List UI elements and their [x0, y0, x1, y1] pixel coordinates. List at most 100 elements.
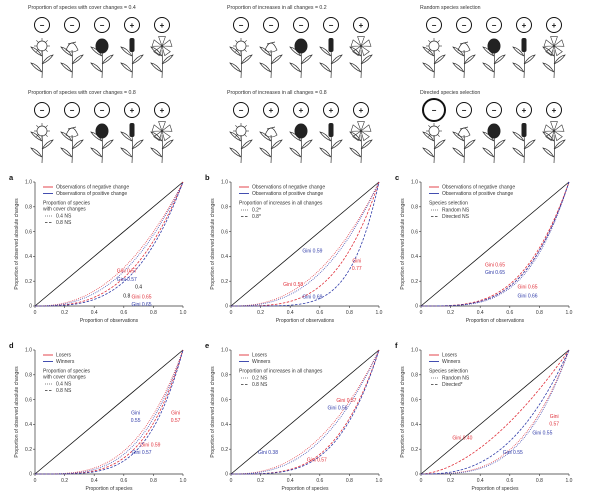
equality-line — [420, 349, 570, 475]
y-tick-label: 0.4 — [221, 422, 228, 428]
y-tick-label: 0.2 — [411, 279, 418, 285]
x-tick-label: 0 — [420, 478, 423, 484]
x-tick-label: 0.6 — [316, 310, 323, 316]
y-tick-label: 0 — [415, 472, 418, 478]
legend-subtitle: Proportion of increases in all changes — [239, 369, 323, 375]
y-axis-label: Proportion of observed absolute changes — [400, 366, 406, 458]
panel-a: a 0 0.2 0.4 0.6 0.8 1.0 0 0.2 0.4 0.6 0.8 1.0 Proport… — [9, 173, 187, 324]
sign-circle — [293, 17, 309, 33]
x-tick-label: 0 — [34, 478, 37, 484]
x-tick-label: 0.4 — [287, 478, 294, 484]
legend-entry: Observations of positive change — [56, 191, 127, 197]
y-axis-label: Proportion of observed absolute changes — [210, 198, 216, 290]
gini-annotation: Gini 0.57 — [307, 458, 327, 464]
sign-circle — [486, 102, 502, 118]
x-axis-label: Proportion of observations — [276, 318, 335, 324]
sign-symbol: − — [239, 21, 244, 30]
legend-style-entry: Random NS — [442, 208, 470, 214]
x-axis-label: Proportion of observations — [80, 318, 139, 324]
sign-circle — [124, 102, 140, 118]
legend-subtitle: Proportion of species — [43, 369, 90, 375]
y-tick-label: 0.2 — [221, 447, 228, 453]
legend-entry: Losers — [442, 353, 458, 359]
sign-symbol: − — [432, 21, 437, 30]
sign-symbol: + — [130, 21, 135, 30]
x-tick-label: 0 — [230, 478, 233, 484]
y-tick-label: 1.0 — [411, 348, 418, 354]
y-tick-label: 0.8 — [411, 373, 418, 379]
legend-style-entry: 0.8 NS — [56, 220, 72, 226]
legend-subtitle: Species selection — [429, 201, 468, 207]
x-tick-label: 0.4 — [91, 478, 98, 484]
panel-f: f 0 0.2 0.4 0.6 0.8 1.0 0 0.2 0.4 0.6 0.8 1.0 Proport… — [395, 341, 573, 492]
scenario-illustration: Proportion of increases in all changes =… — [227, 5, 373, 79]
x-axis-label: Proportion of species — [282, 486, 329, 492]
series-line — [231, 349, 380, 475]
sign-circle — [293, 102, 309, 118]
series-line — [230, 349, 380, 475]
equality-line — [230, 349, 380, 475]
panel-c: c 0 0.2 0.4 0.6 0.8 1.0 0 0.2 0.4 0.6 0.8 1.0 Proport… — [395, 173, 573, 324]
gini-annotation: Gini 0.66 — [518, 293, 538, 299]
y-tick-label: 0.6 — [25, 229, 32, 235]
y-axis-label: Proportion of observed absolute changes — [14, 366, 20, 458]
y-axis-label: Proportion of observed absolute changes — [14, 198, 20, 290]
gini-annotation: Gini — [352, 259, 361, 265]
series-line — [421, 349, 570, 475]
sign-symbol: − — [462, 21, 467, 30]
x-tick-label: 0.2 — [257, 310, 264, 316]
gini-annotation: Gini 0.65 — [132, 295, 152, 301]
series-line — [231, 181, 380, 307]
gini-annotation: Gini — [550, 414, 559, 420]
x-tick-label: 0.2 — [447, 478, 454, 484]
sign-symbol: − — [70, 106, 75, 115]
x-tick-label: 0.2 — [447, 310, 454, 316]
scenario-caption: Directed species selection — [420, 90, 480, 96]
sign-circle — [422, 98, 446, 122]
sign-symbol: − — [432, 106, 437, 115]
scenario-illustration: Proportion of increases in all changes =… — [227, 90, 373, 164]
x-tick-label: 0.6 — [506, 478, 513, 484]
sign-symbol: + — [329, 106, 334, 115]
sign-symbol: − — [329, 21, 334, 30]
series-line — [231, 181, 380, 307]
y-axis-label: Proportion of observed absolute changes — [400, 198, 406, 290]
sign-circle — [34, 17, 50, 33]
panel-d: d 0 0.2 0.4 0.6 0.8 1.0 0 0.2 0.4 0.6 0.8 1.0 Proport… — [9, 341, 187, 492]
x-tick-label: 0.2 — [61, 478, 68, 484]
equality-line — [420, 181, 570, 307]
y-tick-label: 1.0 — [221, 180, 228, 186]
scenario-caption: Proportion of species with cover changes… — [28, 90, 136, 96]
sign-symbol: − — [40, 21, 45, 30]
sign-circle — [323, 102, 339, 118]
gini-annotation: Gini 0.59 — [302, 249, 322, 255]
sign-symbol: − — [40, 106, 45, 115]
x-tick-label: 0 — [230, 310, 233, 316]
legend-entry: Observations of positive change — [442, 191, 513, 197]
legend-style-entry: 0.8 NS — [56, 388, 72, 394]
y-tick-label: 0 — [29, 304, 32, 310]
sign-circle — [323, 17, 339, 33]
scenario-illustration: Proportion of species with cover changes… — [28, 5, 174, 79]
legend-style-entry: 0.4 NS — [56, 214, 72, 220]
y-tick-label: 0.4 — [221, 254, 228, 260]
gini-annotation: Gini 0.55 — [532, 430, 552, 436]
sign-circle — [64, 17, 80, 33]
x-tick-label: 0.8 — [150, 310, 157, 316]
y-tick-label: 0.8 — [25, 373, 32, 379]
sign-circle — [94, 102, 110, 118]
sign-symbol: − — [100, 106, 105, 115]
gini-annotation: Gini 0.56 — [328, 406, 348, 412]
sign-symbol: − — [299, 21, 304, 30]
legend-subtitle: Proportion of increases in all changes — [239, 201, 323, 207]
sign-circle — [353, 102, 369, 118]
legend-entry: Winners — [56, 359, 75, 365]
x-tick-label: 0.4 — [477, 310, 484, 316]
sign-symbol: − — [269, 21, 274, 30]
y-tick-label: 0.2 — [411, 447, 418, 453]
gini-annotation: 0.8 — [123, 293, 130, 299]
sign-symbol: − — [492, 106, 497, 115]
series-line — [35, 181, 184, 307]
y-tick-label: 0 — [415, 304, 418, 310]
sign-symbol: + — [269, 106, 274, 115]
